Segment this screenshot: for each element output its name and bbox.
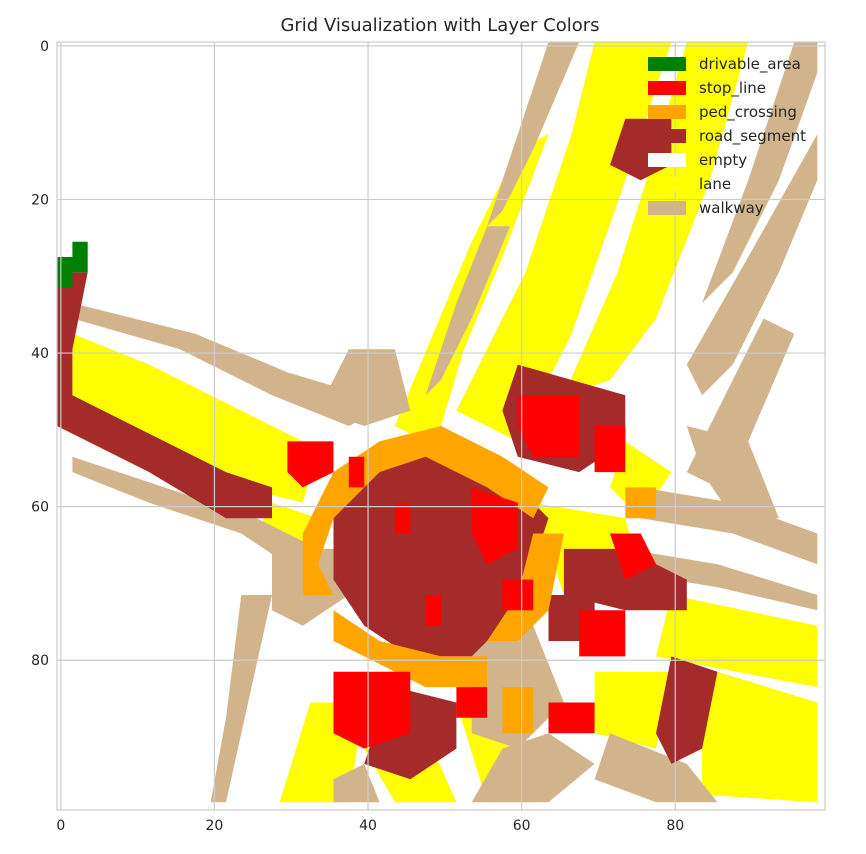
y-axis: 0 20 40 60 80 <box>31 39 49 669</box>
region-stop-line-45 <box>517 395 580 457</box>
y-tick-label: 60 <box>31 500 49 516</box>
region-stop-line-51 <box>610 533 656 580</box>
y-tick-label: 80 <box>31 653 49 669</box>
x-axis: 0 20 40 60 80 <box>56 818 684 834</box>
legend-swatch-stop-line <box>648 81 686 95</box>
legend-label-ped-crossing: ped_crossing <box>699 103 797 122</box>
legend-swatch-empty <box>648 153 686 167</box>
region-stop-line-52 <box>579 610 626 657</box>
grid-lines <box>57 42 825 810</box>
x-tick-label: 20 <box>206 818 224 834</box>
legend-label-walkway: walkway <box>699 199 764 217</box>
region-ped-crossing-39 <box>333 610 488 688</box>
region-stop-line-49 <box>502 579 534 611</box>
y-tick-label: 40 <box>31 346 49 362</box>
region-stop-line-53 <box>333 671 411 749</box>
plot-area <box>56 41 826 811</box>
legend-swatch-ped-crossing <box>648 105 686 119</box>
region-drivable-area-56 <box>57 241 88 288</box>
grid-cells <box>57 42 818 803</box>
region-road-segment-36 <box>656 656 718 764</box>
region-lane-5 <box>656 595 818 688</box>
plot-frame <box>56 41 826 811</box>
region-lane-6 <box>702 671 818 803</box>
region-walkway-28 <box>594 733 718 803</box>
x-tick-label: 40 <box>359 818 377 834</box>
region-walkway-18 <box>72 303 380 426</box>
legend-label-drivable-area: drivable_area <box>699 55 801 74</box>
region-lane-3 <box>72 333 319 503</box>
region-walkway-25 <box>686 426 779 519</box>
region-stop-line-44 <box>348 456 365 488</box>
region-stop-line-54 <box>456 687 488 718</box>
x-tick-label: 80 <box>666 818 684 834</box>
y-tick-label: 0 <box>40 39 49 55</box>
legend-swatch-drivable-area <box>648 57 686 71</box>
legend-swatch-lane <box>648 177 686 191</box>
region-walkway-24 <box>625 548 818 611</box>
legend-label-road-segment: road_segment <box>699 127 806 146</box>
x-tick-label: 60 <box>513 818 531 834</box>
region-stop-line-46 <box>594 426 626 473</box>
region-road-segment-31 <box>57 272 272 519</box>
legend-swatch-road-segment <box>648 129 686 143</box>
region-walkway-15 <box>702 42 818 304</box>
region-stop-line-55 <box>548 702 595 734</box>
legend: drivable_area stop_line ped_crossing road_s… <box>648 55 806 217</box>
region-ped-crossing-42 <box>502 687 534 734</box>
region-walkway-20 <box>318 349 411 426</box>
chart-title: Grid Visualization with Layer Colors <box>280 15 599 36</box>
y-tick-label: 20 <box>31 192 49 208</box>
region-walkway-27 <box>471 733 595 803</box>
region-ped-crossing-41 <box>625 487 656 519</box>
legend-label-stop-line: stop_line <box>699 79 766 98</box>
legend-label-empty: empty <box>699 151 747 169</box>
region-walkway-19 <box>72 456 334 580</box>
legend-label-lane: lane <box>699 175 731 193</box>
region-lane-1 <box>563 42 749 396</box>
region-walkway-13 <box>487 42 580 227</box>
region-ped-crossing-38 <box>302 426 549 595</box>
x-tick-label: 0 <box>56 818 65 834</box>
legend-swatch-walkway <box>648 201 686 215</box>
region-stop-line-50 <box>425 595 441 626</box>
region-stop-line-43 <box>287 441 334 488</box>
region-walkway-22 <box>210 595 272 803</box>
region-road-segment-34 <box>563 548 687 611</box>
region-lane-10 <box>594 671 672 749</box>
region-stop-line-48 <box>394 502 411 534</box>
